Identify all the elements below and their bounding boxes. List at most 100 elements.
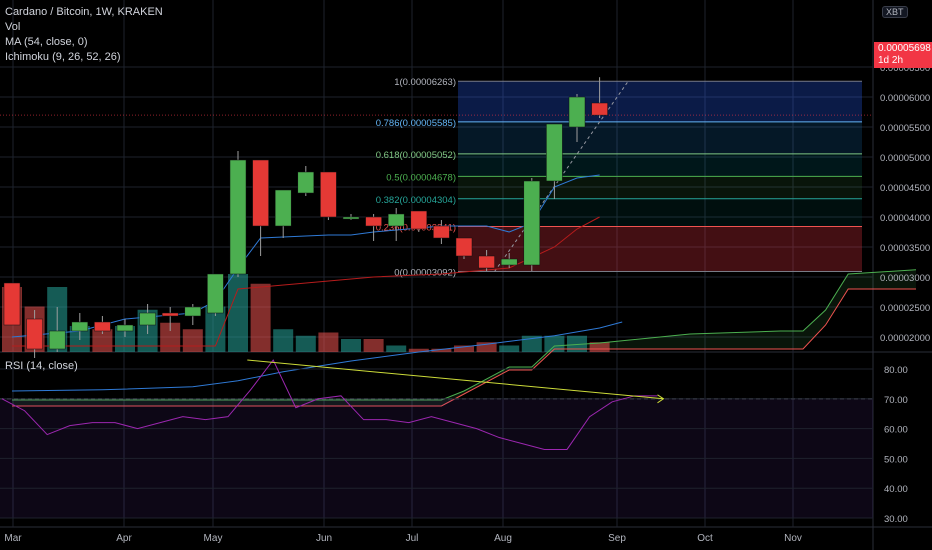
fib-zone bbox=[458, 198, 862, 227]
candle-body bbox=[71, 321, 89, 332]
volume-bar bbox=[386, 345, 407, 352]
candle-body bbox=[455, 237, 473, 257]
price-tick-label: 0.00003500 bbox=[880, 243, 930, 254]
volume-bar bbox=[567, 335, 587, 352]
volume-bar bbox=[250, 283, 271, 352]
time-tick-label: Sep bbox=[608, 533, 626, 544]
candlesticks[interactable] bbox=[3, 77, 608, 358]
price-tick-label: 0.00004000 bbox=[880, 213, 930, 224]
fib-zone bbox=[458, 176, 862, 199]
fib-level-label: 0.382(0.00004304) bbox=[376, 195, 456, 206]
candle-body bbox=[139, 312, 156, 326]
candle-body bbox=[568, 96, 586, 128]
volume-bar bbox=[160, 322, 181, 352]
volume-bar bbox=[431, 348, 452, 352]
axis-unit-label[interactable]: XBT bbox=[882, 6, 908, 18]
senkou-span-b-line bbox=[12, 288, 916, 407]
candle-body bbox=[94, 321, 111, 332]
legend-ma[interactable]: MA (54, close, 0) bbox=[5, 36, 88, 48]
volume-bar bbox=[205, 306, 226, 352]
time-tick-label: Nov bbox=[784, 533, 802, 544]
volume-bar bbox=[476, 342, 497, 352]
candle-body bbox=[410, 210, 428, 230]
rsi-line bbox=[1, 359, 658, 450]
price-tick-label: 0.00006500 bbox=[880, 63, 930, 74]
fib-zone bbox=[458, 153, 862, 177]
fib-level-label: 0.5(0.00004678) bbox=[386, 172, 456, 183]
rsi-pane[interactable] bbox=[0, 359, 873, 519]
price-axis[interactable]: 0.00002000 0.00002500 0.00003000 0.00003500… bbox=[880, 63, 930, 525]
fib-level-label: 0.786(0.00005585) bbox=[376, 118, 456, 129]
volume-bar bbox=[295, 335, 316, 352]
volume-bar bbox=[589, 342, 610, 352]
candle-body bbox=[207, 273, 224, 314]
volume-bar bbox=[318, 332, 339, 352]
price-tick-label: 0.00002500 bbox=[880, 303, 930, 314]
trendline-arrowhead bbox=[657, 394, 665, 404]
time-tick-label: Apr bbox=[116, 533, 132, 544]
price-tick-label: 0.00005000 bbox=[880, 153, 930, 164]
time-tick-label: Aug bbox=[494, 533, 512, 544]
candle-body bbox=[523, 180, 541, 266]
legend-ichimoku[interactable]: Ichimoku (9, 26, 52, 26) bbox=[5, 51, 121, 63]
price-tick-label: 0.00006000 bbox=[880, 93, 930, 104]
candle-body bbox=[297, 171, 315, 194]
candle-body bbox=[161, 312, 179, 317]
volume-bar bbox=[499, 345, 520, 352]
price-tick-label: 0.00003000 bbox=[880, 273, 930, 284]
volume-bar bbox=[341, 339, 361, 352]
fib-zone bbox=[458, 81, 862, 122]
legend-volume[interactable]: Vol bbox=[5, 21, 21, 33]
fib-level-label: 1(0.00006263) bbox=[394, 77, 456, 88]
price-tick-label: 0.00005500 bbox=[880, 123, 930, 134]
rsi-tick-label: 60.00 bbox=[884, 425, 908, 436]
candle-body bbox=[184, 306, 202, 317]
kijun-sen-line bbox=[12, 216, 600, 347]
rsi-divergence-trendline bbox=[247, 359, 664, 400]
rsi-tick-label: 30.00 bbox=[884, 514, 908, 525]
candle-body bbox=[591, 102, 608, 116]
volume-bar bbox=[521, 335, 542, 352]
candle-body bbox=[116, 324, 134, 332]
volume-bar bbox=[228, 274, 248, 352]
volume-bar bbox=[273, 329, 294, 352]
candle-body bbox=[274, 189, 292, 227]
volume-bar bbox=[182, 329, 203, 352]
bar-countdown: 1d 2h bbox=[878, 55, 904, 66]
candle-body bbox=[320, 171, 337, 218]
last-price-value: 0.00005698 bbox=[878, 43, 931, 54]
rsi-tick-label: 50.00 bbox=[884, 454, 908, 465]
fib-zone bbox=[458, 226, 862, 272]
candle-body bbox=[3, 282, 21, 326]
rsi-tick-label: 70.00 bbox=[884, 395, 908, 406]
cloud-fill bbox=[12, 269, 916, 406]
time-tick-label: Mar bbox=[4, 533, 22, 544]
candle-body bbox=[48, 330, 66, 350]
time-tick-label: Jul bbox=[406, 533, 419, 544]
volume-bar bbox=[363, 339, 384, 352]
ma-54-line bbox=[11, 321, 623, 392]
rsi-tick-label: 80.00 bbox=[884, 365, 908, 376]
candle-body bbox=[500, 258, 518, 266]
fib-zone bbox=[458, 121, 862, 154]
fib-level-label: 0(0.00003092) bbox=[394, 267, 456, 278]
volume-bar bbox=[544, 335, 565, 352]
price-tick-label: 0.00004500 bbox=[880, 183, 930, 194]
ichimoku-cloud bbox=[12, 269, 916, 406]
price-tick-label: 0.00002000 bbox=[880, 333, 930, 344]
candle-body bbox=[365, 216, 382, 227]
legend-rsi[interactable]: RSI (14, close) bbox=[5, 360, 78, 372]
time-tick-label: May bbox=[204, 533, 223, 544]
candle-body bbox=[342, 216, 360, 220]
time-axis[interactable]: Mar Apr May Jun Jul Aug Sep Oct Nov bbox=[4, 533, 802, 544]
candle-body bbox=[546, 123, 563, 182]
time-tick-label: Oct bbox=[697, 533, 713, 544]
time-tick-label: Jun bbox=[316, 533, 332, 544]
last-price-badge: 0.00005698 1d 2h bbox=[874, 42, 932, 68]
fib-level-label: 0.618(0.00005052) bbox=[376, 150, 456, 161]
chart-title: Cardano / Bitcoin, 1W, KRAKEN bbox=[5, 6, 163, 18]
candle-body bbox=[478, 255, 495, 269]
senkou-span-a-line bbox=[12, 269, 917, 401]
